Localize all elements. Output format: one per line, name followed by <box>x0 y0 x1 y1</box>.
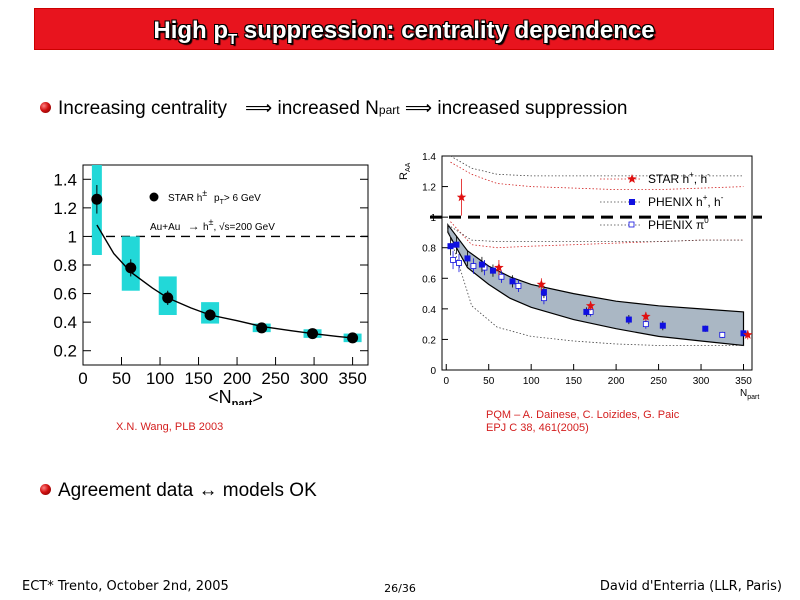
legend-label: PHENIX h+, h- <box>648 193 724 209</box>
x-tick-label: 350 <box>338 369 366 388</box>
star-point <box>641 311 651 321</box>
double-arrow-icon: ↔ <box>198 480 218 501</box>
legend-star-icon <box>627 174 637 183</box>
dotted-curve <box>450 155 744 177</box>
bullet-agreement: Agreement data ↔ models OK <box>40 480 317 502</box>
x-tick-label: 150 <box>184 369 212 388</box>
page-number: 26/36 <box>384 582 416 595</box>
phenix-h-point <box>540 289 547 296</box>
dotted-curve <box>447 229 744 346</box>
footer-right: David d'Enterria (LLR, Paris) <box>599 579 782 594</box>
data-point <box>347 332 359 344</box>
y-tick-label: 0.8 <box>422 244 436 255</box>
data-point <box>256 322 268 334</box>
phenix-h-point <box>464 255 471 262</box>
x-axis-label: <Npart> <box>208 387 263 405</box>
phenix-h-point <box>447 243 454 250</box>
data-point <box>307 328 319 340</box>
y-tick-label: 0.8 <box>53 256 77 275</box>
x-tick-label: 100 <box>146 369 174 388</box>
title-bar: High pT suppression: centrality dependen… <box>34 8 774 50</box>
footer-left: ECT* Trento, October 2nd, 2005 <box>22 579 229 594</box>
y-tick-label: 0.2 <box>422 335 436 346</box>
x-tick-label: 0 <box>78 369 87 388</box>
legend-label: STAR h+, h- <box>648 170 710 186</box>
y-tick-label: 1.4 <box>53 170 77 189</box>
plot-frame <box>441 155 753 371</box>
x-tick-label: 200 <box>608 376 625 387</box>
phenix-pi0-point <box>470 263 477 269</box>
bullet-icon <box>40 102 51 113</box>
legend-marker <box>149 192 159 202</box>
phenix-h-point <box>453 241 460 248</box>
x-tick-label: 300 <box>300 369 328 388</box>
y-tick-label: 0.4 <box>53 313 77 332</box>
phenix-h-point <box>509 278 516 285</box>
phenix-pi0-point <box>719 331 726 338</box>
legend-label: STAR h± pT> 6 GeV <box>168 188 261 206</box>
y-tick-label: 0.6 <box>422 274 436 285</box>
ref-right: PQM – A. Dainese, C. Loizides, G. Paic E… <box>486 409 680 434</box>
x-axis-label: Npart <box>740 388 759 401</box>
legend-square-icon <box>629 199 635 205</box>
y-tick-label: 0.6 <box>53 285 77 304</box>
dotted-curve <box>447 224 744 242</box>
x-tick-label: 200 <box>223 369 251 388</box>
data-point <box>125 262 137 274</box>
phenix-pi0-point <box>456 260 462 266</box>
data-point <box>91 193 103 205</box>
left-chart: 0.2 0.4 0.6 0.8 1 1.2 1.4 0 50 100 150 200 250 300 350… <box>53 164 369 405</box>
dotted-curve <box>450 221 744 249</box>
phenix-pi0-point <box>515 283 522 289</box>
phenix-h-point <box>583 308 590 315</box>
y-tick-label: 1.4 <box>422 152 436 163</box>
ref-left: X.N. Wang, PLB 2003 <box>116 421 224 433</box>
y-axis-label: RAA <box>398 162 412 180</box>
x-tick-label: 100 <box>523 376 540 387</box>
phenix-pi0-point <box>642 321 649 328</box>
legend-label: Au+Au → h±, √s=200 GeV <box>150 217 275 233</box>
x-tick-label: 250 <box>261 369 289 388</box>
model-band <box>447 223 745 347</box>
legend-open-square-icon <box>628 221 635 228</box>
phenix-h-point <box>489 267 496 274</box>
phenix-pi0-point <box>450 257 456 263</box>
slide-title: High pT suppression: centrality dependen… <box>153 17 655 48</box>
y-tick-label: 0 <box>430 366 436 377</box>
x-tick-label: 250 <box>650 376 667 387</box>
phenix-pi0-point <box>498 273 505 280</box>
x-tick-label: 300 <box>693 376 710 387</box>
y-tick-label: 1.2 <box>422 183 436 194</box>
x-tick-label: 350 <box>735 376 752 387</box>
legend-label: PHENIX π0 <box>648 216 709 232</box>
y-tick-label: 0.4 <box>422 305 436 316</box>
y-tick-label: 1 <box>68 227 77 246</box>
data-point <box>162 292 174 304</box>
star-point <box>536 279 547 289</box>
implies-arrow-icon: ⟹ <box>404 98 433 119</box>
x-tick-label: 0 <box>443 376 449 387</box>
right-chart: 00.20.40.60.811.21.405010015020025030035… <box>398 152 762 401</box>
phenix-h-point <box>702 325 709 332</box>
phenix-h-point <box>625 316 632 323</box>
x-tick-label: 50 <box>483 376 495 387</box>
phenix-h-point <box>659 322 666 329</box>
star-point <box>585 300 596 310</box>
x-tick-label: 50 <box>112 369 131 388</box>
bullet-icon <box>40 484 51 495</box>
x-tick-label: 150 <box>565 376 582 387</box>
y-tick-label: 0.2 <box>53 342 77 361</box>
star-point <box>743 329 753 339</box>
data-point <box>204 309 216 321</box>
phenix-h-point <box>478 261 485 268</box>
implies-arrow-icon: ⟹ <box>244 98 273 119</box>
star-point <box>456 192 467 202</box>
y-tick-label: 1.2 <box>53 199 77 218</box>
star-point <box>494 262 504 272</box>
